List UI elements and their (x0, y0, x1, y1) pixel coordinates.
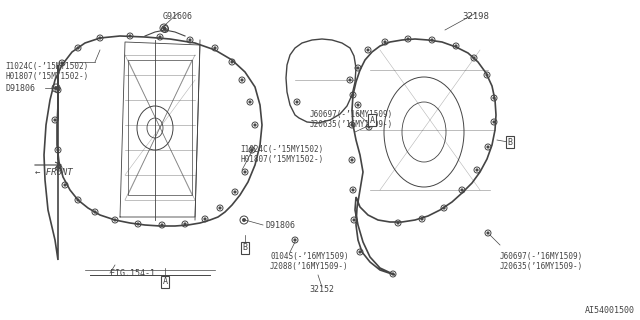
Circle shape (58, 167, 60, 169)
Circle shape (461, 189, 463, 191)
Circle shape (57, 149, 60, 151)
Text: J60697(-’16MY1509)
J20635(’16MY1509-): J60697(-’16MY1509) J20635(’16MY1509-) (310, 110, 393, 129)
Circle shape (214, 47, 216, 49)
Circle shape (353, 219, 355, 221)
Circle shape (351, 124, 353, 126)
Circle shape (129, 35, 131, 37)
Circle shape (244, 171, 246, 173)
Circle shape (231, 61, 233, 63)
Circle shape (487, 232, 489, 234)
Circle shape (473, 57, 476, 59)
Text: 32152: 32152 (310, 285, 335, 294)
Circle shape (61, 62, 63, 64)
Circle shape (421, 218, 423, 220)
Text: B: B (508, 138, 513, 147)
Circle shape (296, 101, 298, 103)
Circle shape (159, 36, 161, 38)
Circle shape (64, 184, 66, 186)
Circle shape (357, 67, 359, 69)
Circle shape (357, 104, 359, 106)
Text: 32198: 32198 (463, 12, 490, 21)
Text: A: A (163, 277, 168, 286)
Circle shape (163, 27, 166, 30)
Circle shape (114, 219, 116, 221)
Circle shape (392, 273, 394, 275)
Text: I1024C(-’15MY1502)
H01807(’15MY1502-): I1024C(-’15MY1502) H01807(’15MY1502-) (5, 62, 88, 81)
Circle shape (294, 239, 296, 241)
Circle shape (77, 47, 79, 49)
Circle shape (241, 79, 243, 81)
Circle shape (351, 159, 353, 161)
Circle shape (397, 222, 399, 224)
Circle shape (189, 39, 191, 41)
Circle shape (407, 38, 409, 40)
Circle shape (99, 37, 101, 39)
Circle shape (57, 89, 60, 91)
Circle shape (54, 119, 56, 121)
Circle shape (254, 124, 256, 126)
Circle shape (234, 191, 236, 193)
Circle shape (204, 218, 206, 220)
Circle shape (493, 121, 495, 123)
Circle shape (94, 211, 96, 213)
Circle shape (384, 41, 386, 43)
Circle shape (455, 45, 457, 47)
Circle shape (243, 219, 246, 222)
Text: B: B (243, 244, 248, 252)
Text: I1024C(-’15MY1502)
H01807(’15MY1502-): I1024C(-’15MY1502) H01807(’15MY1502-) (240, 145, 323, 164)
Circle shape (77, 199, 79, 201)
Circle shape (431, 39, 433, 41)
Circle shape (487, 146, 489, 148)
Text: 0104S(-’16MY1509)
J2088(’16MY1509-): 0104S(-’16MY1509) J2088(’16MY1509-) (270, 252, 349, 271)
Circle shape (443, 207, 445, 209)
Circle shape (349, 79, 351, 81)
Circle shape (493, 97, 495, 99)
Circle shape (137, 223, 140, 225)
Text: A: A (369, 116, 374, 124)
Circle shape (219, 207, 221, 209)
Text: ← FRONT: ← FRONT (35, 167, 72, 177)
Circle shape (184, 223, 186, 225)
Circle shape (54, 86, 58, 90)
Text: FIG.154-1: FIG.154-1 (110, 268, 155, 277)
Circle shape (368, 126, 370, 128)
Circle shape (164, 28, 166, 30)
Circle shape (249, 101, 252, 103)
Circle shape (367, 49, 369, 51)
Circle shape (161, 224, 163, 226)
Circle shape (251, 149, 253, 151)
Text: G91606: G91606 (163, 12, 193, 21)
Text: D91806: D91806 (5, 84, 35, 92)
Text: D91806: D91806 (265, 220, 295, 229)
Circle shape (352, 189, 354, 191)
Circle shape (486, 74, 488, 76)
Circle shape (476, 169, 478, 171)
Text: AI54001500: AI54001500 (585, 306, 635, 315)
Text: J60697(-’16MY1509)
J20635(’16MY1509-): J60697(-’16MY1509) J20635(’16MY1509-) (500, 252, 583, 271)
Circle shape (352, 94, 354, 96)
Circle shape (359, 251, 361, 253)
